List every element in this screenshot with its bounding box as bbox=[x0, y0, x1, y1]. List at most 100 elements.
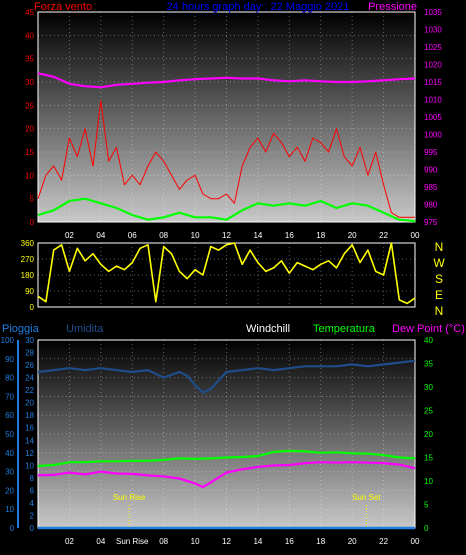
temp-ytick-8: 40 bbox=[424, 336, 433, 345]
wind-xtick-10: 22 bbox=[379, 231, 388, 240]
wind-ytick-9: 45 bbox=[25, 8, 34, 17]
compass-s: S bbox=[435, 272, 443, 286]
rain-ytick-0: 0 bbox=[30, 524, 35, 533]
wind-series-0 bbox=[37, 72, 416, 89]
wind-xtick-8: 18 bbox=[316, 231, 325, 240]
temp-xtick-4: 10 bbox=[191, 537, 200, 546]
dir-ytick-3: 270 bbox=[21, 255, 35, 264]
dir-ytick-4: 360 bbox=[21, 239, 35, 248]
humidity-ytick-6: 60 bbox=[5, 411, 14, 420]
rain-ytick-15: 30 bbox=[25, 336, 34, 345]
temp-xtick-0: 02 bbox=[65, 537, 74, 546]
rain-ytick-12: 24 bbox=[25, 374, 34, 383]
temp-ytick-2: 10 bbox=[424, 477, 433, 486]
temp-xtick-7: 16 bbox=[285, 537, 294, 546]
humidity-ytick-4: 40 bbox=[5, 449, 14, 458]
temp-xtick-3: 08 bbox=[159, 537, 168, 546]
dir-ytick-0: 0 bbox=[30, 303, 35, 312]
compass-n-bottom: N bbox=[435, 304, 444, 318]
pressure-ytick-3: 990 bbox=[424, 166, 438, 175]
temp-series-1 bbox=[37, 449, 416, 468]
wind-ytick-5: 25 bbox=[25, 101, 34, 110]
temp-xtick-2: Sun Rise bbox=[116, 537, 149, 546]
pressure-ytick-9: 1020 bbox=[424, 61, 442, 70]
wind-series-2 bbox=[37, 100, 415, 218]
compass-e: E bbox=[435, 288, 443, 302]
humidity-ytick-1: 10 bbox=[5, 505, 14, 514]
pressure-axis-title: Pressione bbox=[368, 1, 417, 13]
sun-label-0: Sun Rise bbox=[113, 493, 146, 502]
temp-xtick-8: 18 bbox=[316, 537, 325, 546]
series-layer bbox=[37, 72, 416, 530]
wind-ytick-4: 20 bbox=[25, 125, 34, 134]
wind-xtick-2: 06 bbox=[128, 231, 137, 240]
temp-series-0 bbox=[37, 359, 416, 394]
sun-label-1: Sun Set bbox=[352, 493, 381, 502]
humidity-ytick-9: 90 bbox=[5, 355, 14, 364]
chart-title: 24 hours graph day : 22 Maggio 2021 bbox=[167, 1, 350, 13]
rain-ytick-2: 4 bbox=[30, 499, 35, 508]
wind-xtick-6: 14 bbox=[253, 231, 262, 240]
temp-xtick-5: 12 bbox=[222, 537, 231, 546]
temp-ytick-7: 35 bbox=[424, 360, 433, 369]
rain-ytick-10: 20 bbox=[25, 399, 34, 408]
temp-xtick-10: 22 bbox=[379, 537, 388, 546]
temp-ytick-4: 20 bbox=[424, 430, 433, 439]
direction-panel-background bbox=[37, 242, 416, 308]
legend-windchill: Windchill bbox=[246, 323, 290, 335]
temp-ytick-1: 5 bbox=[424, 501, 429, 510]
wind-ytick-3: 15 bbox=[25, 148, 34, 157]
rain-ytick-3: 6 bbox=[30, 486, 35, 495]
dir-ytick-1: 90 bbox=[25, 287, 34, 296]
top-panel-background bbox=[37, 11, 416, 223]
wind-ytick-2: 10 bbox=[25, 171, 34, 180]
humidity-ytick-8: 80 bbox=[5, 374, 14, 383]
wind-xtick-7: 16 bbox=[285, 231, 294, 240]
temp-ytick-0: 0 bbox=[424, 524, 429, 533]
rain-ytick-7: 14 bbox=[25, 436, 34, 445]
temp-ytick-3: 15 bbox=[424, 454, 433, 463]
wind-ytick-8: 40 bbox=[25, 31, 34, 40]
temp-xtick-1: 04 bbox=[96, 537, 105, 546]
humidity-ytick-2: 20 bbox=[5, 486, 14, 495]
compass-n-top: N bbox=[435, 240, 444, 254]
pressure-ytick-1: 980 bbox=[424, 201, 438, 210]
rain-ytick-9: 18 bbox=[25, 411, 34, 420]
rain-ytick-11: 22 bbox=[25, 386, 34, 395]
compass-w: W bbox=[433, 256, 445, 270]
wind-ytick-7: 35 bbox=[25, 55, 34, 64]
humidity-ytick-5: 50 bbox=[5, 430, 14, 439]
wind-xtick-11: 00 bbox=[411, 231, 420, 240]
pressure-ytick-11: 1030 bbox=[424, 26, 442, 35]
pressure-ytick-2: 985 bbox=[424, 183, 438, 192]
temp-xtick-11: 00 bbox=[411, 537, 420, 546]
rain-ytick-8: 16 bbox=[25, 424, 34, 433]
pressure-ytick-7: 1010 bbox=[424, 96, 442, 105]
pressure-ytick-10: 1025 bbox=[424, 43, 442, 52]
wind-xtick-0: 02 bbox=[65, 231, 74, 240]
humidity-ytick-0: 0 bbox=[10, 524, 15, 533]
legend-temperature: Temperatura bbox=[313, 323, 376, 335]
pressure-ytick-12: 1035 bbox=[424, 8, 442, 17]
rain-ytick-4: 8 bbox=[30, 474, 35, 483]
wind-ytick-1: 5 bbox=[30, 195, 35, 204]
rain-ytick-5: 10 bbox=[25, 461, 34, 470]
pressure-ytick-8: 1015 bbox=[424, 78, 442, 87]
temp-xtick-6: 14 bbox=[253, 537, 262, 546]
wind-ytick-6: 30 bbox=[25, 78, 34, 87]
temp-series-2 bbox=[37, 461, 416, 489]
wind-xtick-3: 08 bbox=[159, 231, 168, 240]
wind-series-1 bbox=[37, 197, 416, 223]
wind-xtick-1: 04 bbox=[96, 231, 105, 240]
temp-ytick-6: 30 bbox=[424, 383, 433, 392]
dir-series-0 bbox=[37, 242, 416, 305]
legend-rain: Pioggia bbox=[2, 323, 40, 335]
pressure-ytick-6: 1005 bbox=[424, 113, 442, 122]
wind-ytick-0: 0 bbox=[30, 218, 35, 227]
rain-ytick-6: 12 bbox=[25, 449, 34, 458]
temp-xtick-9: 20 bbox=[348, 537, 357, 546]
wind-xtick-5: 12 bbox=[222, 231, 231, 240]
labels-layer: 0510152025303540459759809859909951000100… bbox=[1, 8, 443, 546]
legend-dew-point: Dew Point (°C) bbox=[392, 323, 465, 335]
